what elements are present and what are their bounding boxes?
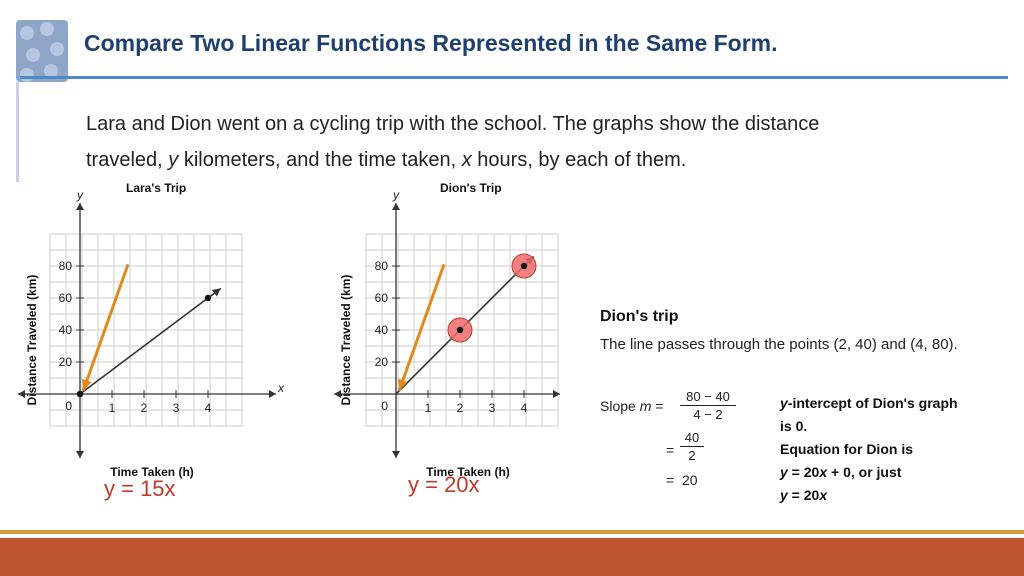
y-tick-label: 60 xyxy=(59,291,73,305)
lara-equation-label: y = 15x xyxy=(104,476,176,501)
y-axis-arrow-top xyxy=(392,203,400,210)
y-tick-label: 80 xyxy=(59,259,73,273)
info-var: x xyxy=(819,464,828,480)
x-tick-label: 2 xyxy=(141,401,148,415)
info-text: = 20 xyxy=(787,487,820,503)
footer-bar xyxy=(0,538,1024,576)
slope-result: 20 xyxy=(682,472,698,488)
data-point xyxy=(76,390,84,398)
data-point xyxy=(204,294,212,302)
y-axis-label: Distance Traveled (km) xyxy=(339,275,353,406)
info-line-5: y = 20x xyxy=(780,484,1010,507)
slope-label: Slope xyxy=(600,398,640,414)
origin-label: 0 xyxy=(381,399,388,413)
intro-line-2: traveled, y kilometers, and the time tak… xyxy=(86,142,1006,178)
intro-line-1: Lara and Dion went on a cycling trip wit… xyxy=(86,113,820,135)
annotation-arrow-line xyxy=(81,263,130,392)
info-text: = 20 xyxy=(787,464,820,480)
y-tick-label: 40 xyxy=(375,323,389,337)
frac1-denominator: 4 − 2 xyxy=(693,407,723,422)
slope-eq-1: = xyxy=(655,398,664,414)
dion-equation-info: y-intercept of Dion's graph is 0. Equati… xyxy=(780,392,1010,507)
slope-fraction-2: 40 2 xyxy=(680,430,704,463)
y-axis-arrow-top xyxy=(76,203,84,210)
y-tick-label: 20 xyxy=(375,355,389,369)
info-var: y xyxy=(780,464,788,480)
x-tick-label: 1 xyxy=(425,401,432,415)
title-underline xyxy=(20,76,1008,79)
dion-trip-sentence: The line passes through the points (2, 4… xyxy=(600,336,958,353)
y-axis-label: Distance Traveled (km) xyxy=(25,275,39,406)
info-line-1: y-intercept of Dion's graph xyxy=(780,392,1010,415)
slope-eq-2: = xyxy=(666,442,675,458)
annotation-arrow-line xyxy=(397,263,446,392)
slope-fraction-1: 80 − 40 4 − 2 xyxy=(680,389,736,422)
y-tick-label: 80 xyxy=(375,259,389,273)
data-point xyxy=(520,262,528,270)
slope-m: m xyxy=(639,398,652,414)
info-var: y xyxy=(780,395,788,411)
intro-part: hours, by each of them. xyxy=(471,149,687,171)
y-tick-label: 60 xyxy=(375,291,389,305)
info-var: y xyxy=(780,487,788,503)
x-axis-arrow-left xyxy=(18,390,25,398)
y-axis-letter: y xyxy=(76,188,84,202)
chart-title: Lara's Trip xyxy=(126,181,186,195)
frac1-numerator: 80 − 40 xyxy=(686,389,730,404)
dion-trip-heading: Dion's trip xyxy=(600,308,679,325)
left-rule xyxy=(16,82,19,182)
x-axis-label: Time Taken (h) xyxy=(110,465,194,479)
dion-equation-label: y = 20x xyxy=(408,472,480,497)
series-line xyxy=(79,287,222,395)
info-line-2: is 0. xyxy=(780,418,808,434)
x-axis-arrow-right xyxy=(553,390,560,398)
annotation-arrow-head xyxy=(398,378,408,391)
info-line-3: Equation for Dion is xyxy=(780,441,913,457)
x-tick-label: 1 xyxy=(109,401,116,415)
intro-var-x: x xyxy=(461,149,472,171)
x-tick-label: 3 xyxy=(173,401,180,415)
footer-accent-line xyxy=(0,530,1024,534)
chart-title: Dion's Trip xyxy=(440,181,502,195)
x-axis-arrow-left xyxy=(334,390,341,398)
y-axis-arrow-bottom xyxy=(76,451,84,458)
annotation-arrow-head xyxy=(82,378,92,391)
intro-var-y: y xyxy=(168,149,179,171)
y-tick-label: 40 xyxy=(59,323,73,337)
y-tick-label: 20 xyxy=(59,355,73,369)
x-axis-label: Time Taken (h) xyxy=(426,465,510,479)
y-axis-letter: y xyxy=(392,188,400,202)
x-axis-arrow-right xyxy=(269,390,276,398)
frac2-numerator: 40 xyxy=(684,430,700,445)
intro-part: traveled, xyxy=(86,149,169,171)
x-tick-label: 3 xyxy=(489,401,496,415)
info-text: + 0, or just xyxy=(827,464,902,480)
x-tick-label: 2 xyxy=(457,401,464,415)
y-axis-arrow-bottom xyxy=(392,451,400,458)
intro-text: Lara and Dion went on a cycling trip wit… xyxy=(86,106,1006,178)
intro-part: kilometers, and the time taken, xyxy=(178,149,462,171)
origin-label: 0 xyxy=(65,399,72,413)
page-title: Compare Two Linear Functions Represented… xyxy=(84,30,778,56)
data-point xyxy=(456,326,464,334)
info-var: x xyxy=(819,487,828,503)
frac2-denominator: 2 xyxy=(688,448,696,463)
info-text: -intercept of Dion's graph xyxy=(787,395,958,411)
x-axis-letter: x xyxy=(277,381,285,395)
x-tick-label: 4 xyxy=(521,401,528,415)
series-arrow xyxy=(212,288,221,297)
slope-eq-3: = xyxy=(666,472,675,488)
info-line-4: y = 20x + 0, or just xyxy=(780,461,1010,484)
x-tick-label: 4 xyxy=(205,401,212,415)
